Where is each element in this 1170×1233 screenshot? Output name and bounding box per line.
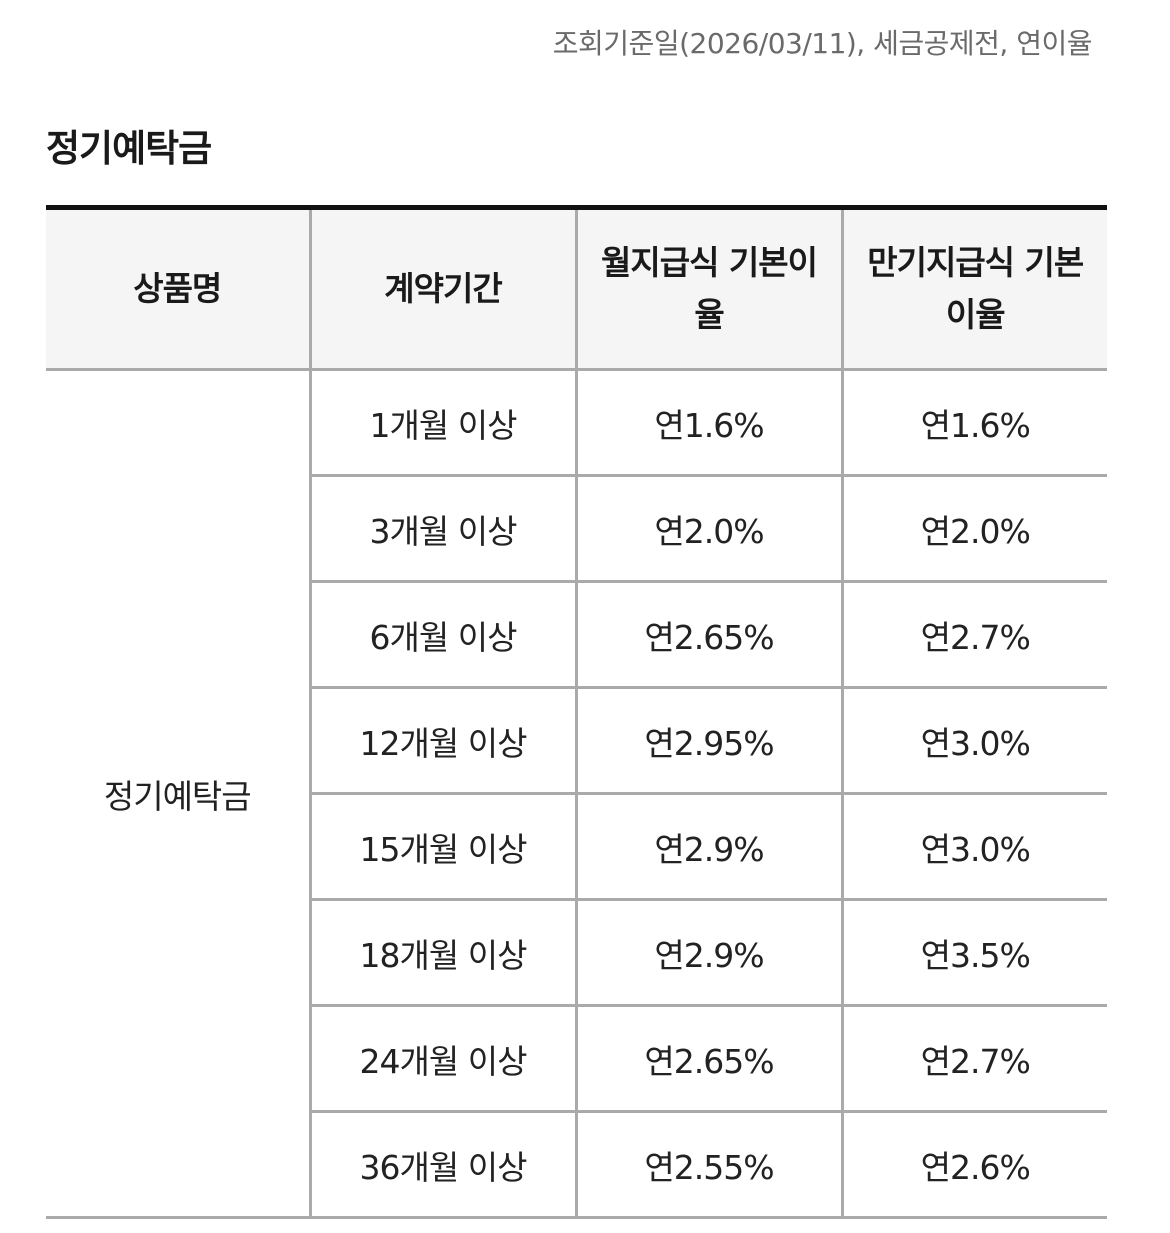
- monthly-rate-cell: 연2.65%: [574, 581, 842, 689]
- term-cell: 18개월 이상: [308, 899, 576, 1007]
- term-cell: 3개월 이상: [308, 475, 576, 583]
- term-cell: 1개월 이상: [308, 369, 576, 477]
- table-row: 6개월 이상 연2.65% 연2.7%: [46, 581, 1107, 689]
- table-row: 18개월 이상 연2.9% 연3.5%: [46, 899, 1107, 1007]
- monthly-rate-cell: 연1.6%: [574, 369, 842, 477]
- monthly-rate-cell: 연2.55%: [574, 1111, 842, 1219]
- table-row: 15개월 이상 연2.9% 연3.0%: [46, 793, 1107, 901]
- monthly-rate-cell: 연2.9%: [574, 793, 842, 901]
- term-cell: 15개월 이상: [308, 793, 576, 901]
- header-product-name: 상품명: [46, 207, 310, 371]
- table-header: 상품명 계약기간 월지급식 기본이율 만기지급식 기본이율: [46, 207, 1107, 371]
- section-title: 정기예탁금: [46, 127, 212, 170]
- maturity-rate-cell: 연3.5%: [840, 899, 1107, 1007]
- maturity-rate-cell: 연2.6%: [840, 1111, 1107, 1219]
- term-cell: 6개월 이상: [308, 581, 576, 689]
- monthly-rate-cell: 연2.95%: [574, 687, 842, 795]
- term-cell: 24개월 이상: [308, 1005, 576, 1113]
- product-name-cell: 정기예탁금: [46, 369, 310, 1219]
- maturity-rate-cell: 연3.0%: [840, 687, 1107, 795]
- maturity-rate-cell: 연2.0%: [840, 475, 1107, 583]
- maturity-rate-cell: 연1.6%: [840, 369, 1107, 477]
- monthly-rate-cell: 연2.9%: [574, 899, 842, 1007]
- reference-date-note: 조회기준일(2026/03/11), 세금공제전, 연이율: [552, 27, 1093, 60]
- table-header-row: 상품명 계약기간 월지급식 기본이율 만기지급식 기본이율: [46, 207, 1107, 371]
- term-cell: 12개월 이상: [308, 687, 576, 795]
- header-monthly-rate: 월지급식 기본이율: [574, 207, 842, 371]
- monthly-rate-cell: 연2.0%: [574, 475, 842, 583]
- table-body: 정기예탁금 1개월 이상 연1.6% 연1.6% 3개월 이상 연2.0% 연2…: [46, 369, 1107, 1219]
- maturity-rate-cell: 연2.7%: [840, 581, 1107, 689]
- maturity-rate-cell: 연2.7%: [840, 1005, 1107, 1113]
- header-contract-term: 계약기간: [308, 207, 576, 371]
- term-cell: 36개월 이상: [308, 1111, 576, 1219]
- header-maturity-rate: 만기지급식 기본이율: [840, 207, 1107, 371]
- table-row: 3개월 이상 연2.0% 연2.0%: [46, 475, 1107, 583]
- interest-rate-table: 상품명 계약기간 월지급식 기본이율 만기지급식 기본이율 정기예탁금 1개월 …: [46, 205, 1107, 1219]
- table-row: 36개월 이상 연2.55% 연2.6%: [46, 1111, 1107, 1219]
- maturity-rate-cell: 연3.0%: [840, 793, 1107, 901]
- monthly-rate-cell: 연2.65%: [574, 1005, 842, 1113]
- table-row: 정기예탁금 1개월 이상 연1.6% 연1.6%: [46, 369, 1107, 1219]
- table-row: 24개월 이상 연2.65% 연2.7%: [46, 1005, 1107, 1113]
- table-row: 12개월 이상 연2.95% 연3.0%: [46, 687, 1107, 795]
